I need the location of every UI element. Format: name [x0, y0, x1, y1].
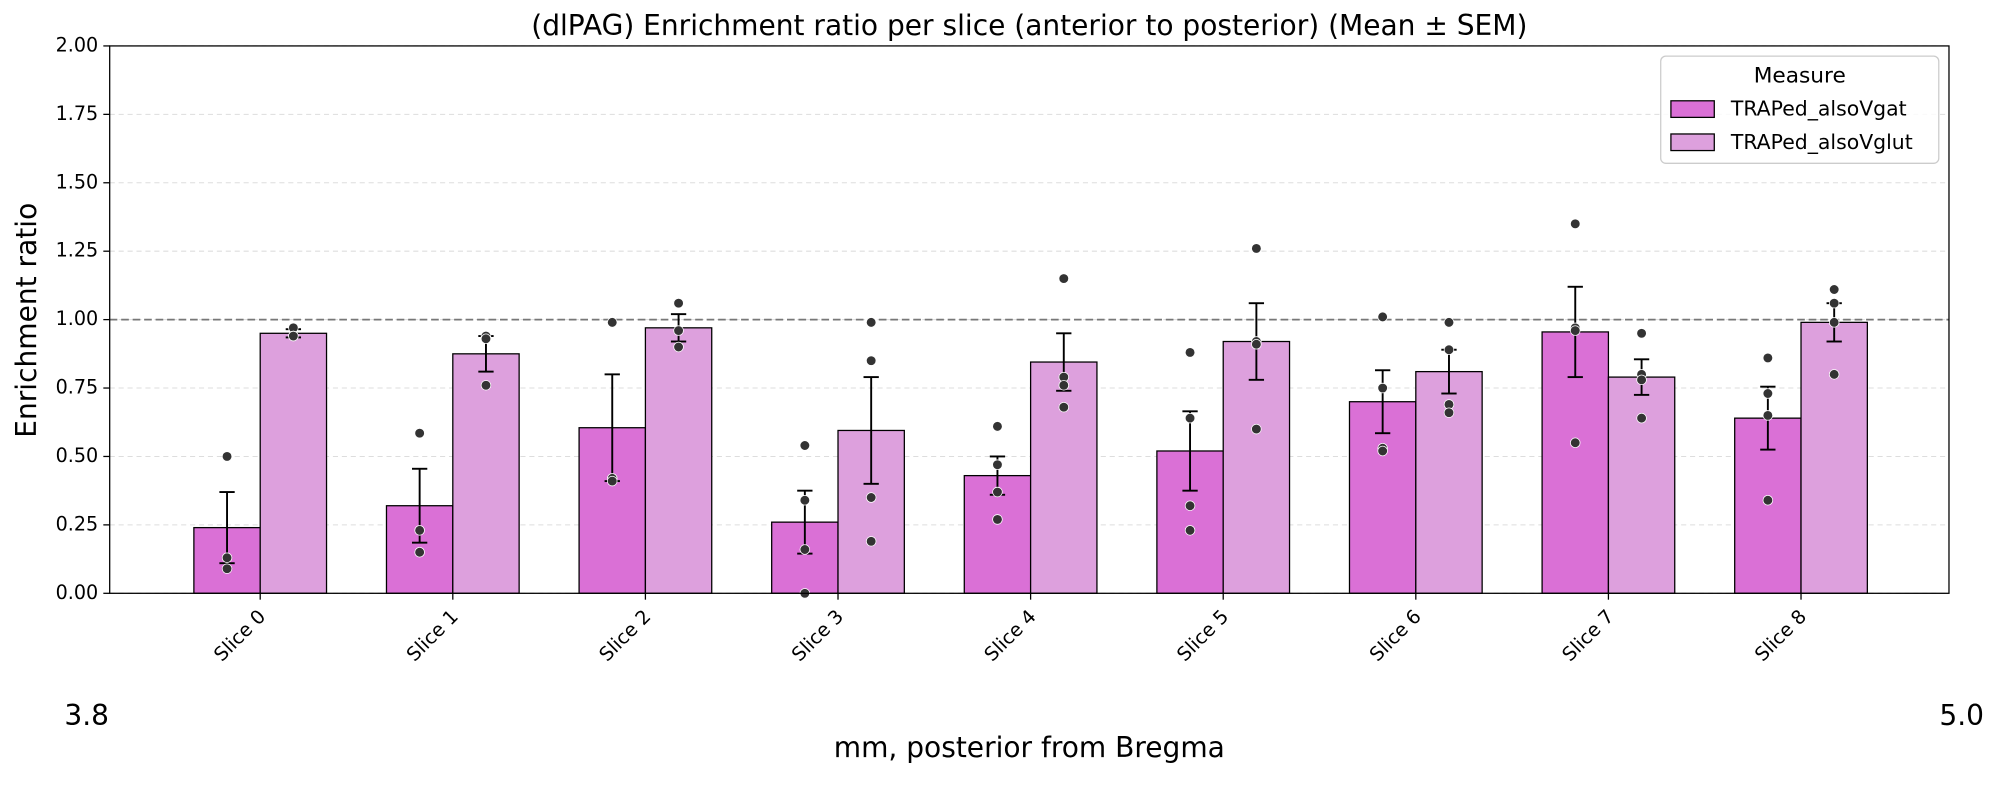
data-point [1636, 328, 1647, 339]
bar [259, 332, 328, 594]
data-point [1251, 243, 1262, 254]
y-tick-label: 1.75 [56, 102, 99, 125]
x-tick-label: Slice 4 [980, 605, 1041, 666]
data-point [221, 563, 233, 574]
data-point [221, 451, 233, 462]
data-point [992, 421, 1003, 432]
data-point [1058, 273, 1070, 284]
legend-box [1660, 55, 1940, 164]
x-tick-label: Slice 0 [209, 605, 270, 666]
data-point [1762, 388, 1774, 399]
data-point [1058, 380, 1070, 391]
y-tick-label: 0.00 [56, 581, 99, 604]
chart-title: (dlPAG) Enrichment ratio per slice (ante… [531, 9, 1527, 42]
data-point [1377, 311, 1388, 323]
x-tick-label: Slice 6 [1365, 605, 1426, 666]
data-point [1570, 325, 1581, 336]
bar [644, 327, 713, 594]
data-point [1443, 344, 1455, 355]
data-point [1762, 352, 1774, 364]
data-point [992, 514, 1003, 525]
data-point [480, 333, 492, 345]
data-point [865, 536, 877, 547]
data-point [1058, 401, 1070, 413]
legend-title: Measure [1754, 64, 1846, 89]
data-point [607, 475, 618, 487]
x-axis-label: mm, posterior from Bregma [834, 731, 1225, 764]
legend-label: TRAPed_alsoVglut [1730, 130, 1913, 154]
data-point [1443, 317, 1455, 328]
x-tick-label: Slice 7 [1557, 605, 1618, 666]
y-tick-label: 0.25 [56, 512, 99, 535]
error-bar [219, 491, 235, 565]
data-point [1184, 525, 1196, 536]
x-end-label: 5.0 [1939, 699, 1984, 732]
data-point [1636, 412, 1647, 424]
data-point [414, 525, 425, 536]
data-point [1828, 297, 1840, 309]
data-point [992, 459, 1003, 470]
error-bar [1375, 369, 1391, 435]
x-start-label: 3.8 [64, 699, 109, 732]
x-tick-label: Slice 1 [402, 605, 463, 666]
x-tick-label: Slice 2 [594, 605, 655, 666]
y-tick-label: 1.50 [56, 170, 99, 193]
data-point [1828, 317, 1840, 328]
legend-swatch [1670, 133, 1715, 152]
data-point [1636, 374, 1647, 386]
y-tick-label: 1.25 [56, 239, 99, 262]
data-point [1184, 500, 1196, 511]
data-point [1184, 412, 1196, 424]
data-point [1251, 423, 1262, 435]
data-point [1184, 347, 1196, 358]
bar [1607, 376, 1676, 594]
data-point [1570, 218, 1581, 230]
data-point [1570, 437, 1581, 449]
data-point [1762, 410, 1774, 421]
legend-label: TRAPed_alsoVgat [1730, 97, 1907, 121]
y-tick-label: 0.50 [56, 444, 99, 467]
data-point [607, 317, 618, 328]
bar [1800, 321, 1868, 594]
data-point [414, 427, 425, 439]
data-point [673, 341, 684, 353]
data-point [799, 495, 811, 506]
data-point [221, 552, 233, 563]
bar [1029, 361, 1098, 594]
data-point [414, 547, 425, 558]
data-point [799, 544, 811, 555]
bar [452, 353, 520, 594]
data-point [1828, 369, 1840, 380]
data-point [865, 355, 877, 366]
data-point [673, 297, 684, 309]
data-point [865, 317, 877, 328]
x-tick-label: Slice 5 [1172, 605, 1233, 666]
data-point [1251, 339, 1262, 350]
data-point [799, 440, 811, 451]
data-point [865, 492, 877, 503]
data-point [1377, 445, 1388, 457]
data-point [480, 380, 492, 391]
y-tick-label: 0.75 [56, 376, 99, 399]
data-point [1377, 382, 1388, 394]
data-point [1443, 407, 1455, 418]
data-point [1828, 284, 1840, 295]
legend-swatch [1670, 100, 1715, 119]
y-axis-label: Enrichment ratio [10, 203, 43, 438]
data-point [673, 325, 684, 336]
error-bar [1182, 410, 1198, 492]
x-tick-label: Slice 3 [787, 605, 848, 666]
plot-frame [109, 45, 1950, 594]
x-tick-label: Slice 8 [1750, 605, 1811, 666]
y-tick-label: 2.00 [56, 33, 99, 56]
bar [1222, 340, 1291, 594]
y-tick-label: 1.00 [56, 307, 99, 330]
data-point [1762, 495, 1774, 506]
data-point [992, 486, 1003, 498]
error-bar [863, 376, 879, 485]
data-point [288, 330, 299, 342]
